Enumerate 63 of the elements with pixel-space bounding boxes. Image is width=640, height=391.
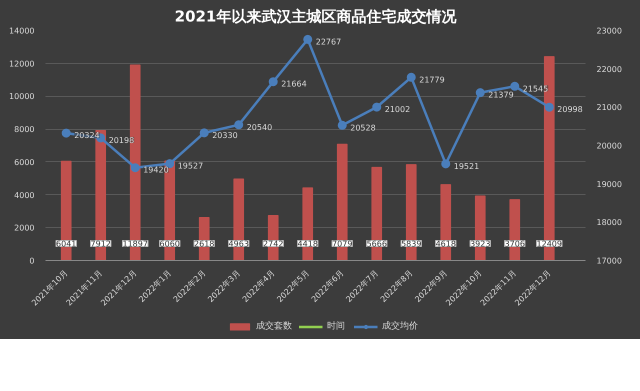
point — [234, 120, 244, 130]
y-tick-label: 4000 — [14, 190, 34, 200]
data-label: 4963 — [228, 240, 249, 248]
chart-title: 2021年以来武汉主城区商品住宅成交情况 — [174, 8, 458, 26]
point — [200, 128, 209, 138]
data-label: 3923 — [470, 240, 490, 248]
point — [130, 163, 140, 172]
data-label: 20330 — [212, 130, 238, 140]
point — [372, 102, 382, 112]
point — [62, 128, 71, 138]
data-label: 6060 — [160, 240, 180, 248]
data-label: 20198 — [108, 136, 134, 145]
y-tick-label: 2000 — [14, 224, 34, 233]
point — [510, 82, 520, 91]
point — [476, 88, 485, 98]
point — [406, 72, 416, 82]
data-label: 4418 — [298, 240, 318, 248]
y-tick-label: 10000 — [9, 92, 35, 102]
point — [268, 77, 278, 86]
data-label: 21545 — [522, 84, 548, 94]
data-label: 5839 — [401, 240, 422, 248]
data-label: 21779 — [419, 75, 445, 84]
y2-tick-label: 22000 — [596, 64, 622, 74]
data-label: 2618 — [194, 240, 214, 248]
y-tick-label: 12000 — [9, 59, 35, 68]
y2-tick-label: 19000 — [596, 180, 622, 189]
legend-label: 成交套数 — [256, 320, 292, 332]
data-label: 7912 — [90, 240, 111, 248]
point — [338, 120, 347, 130]
data-label: 3706 — [504, 240, 525, 248]
data-label: 19521 — [454, 162, 480, 171]
data-label: 4618 — [436, 240, 456, 248]
point — [544, 102, 554, 112]
point — [303, 34, 312, 44]
y2-tick-label: 18000 — [596, 218, 622, 228]
data-label: 2742 — [263, 240, 284, 248]
y-tick-label: 6000 — [14, 158, 34, 167]
data-label: 20540 — [246, 122, 272, 132]
y-tick-label: 0 — [29, 256, 35, 266]
point — [441, 159, 450, 168]
legend-label: 成交均价 — [382, 320, 418, 332]
data-label: 21379 — [488, 90, 514, 100]
y2-tick-label: 17000 — [596, 256, 622, 266]
y-tick-label: 14000 — [9, 26, 35, 36]
y-tick-label: 8000 — [14, 125, 34, 134]
data-label: 12409 — [536, 240, 562, 248]
y2-tick-label: 23000 — [596, 26, 622, 36]
data-label: 19420 — [143, 166, 169, 175]
data-label: 6041 — [56, 240, 76, 248]
data-label: 22767 — [316, 37, 342, 46]
data-label: 7079 — [332, 240, 352, 248]
data-label: 20528 — [350, 123, 376, 132]
data-label: 20998 — [557, 105, 583, 114]
data-label: 11897 — [122, 240, 148, 248]
legend-label: 时间 — [327, 320, 346, 332]
data-label: 19527 — [178, 162, 204, 171]
point — [165, 159, 174, 168]
y2-tick-label: 20000 — [596, 142, 622, 150]
data-label: 20324 — [74, 131, 100, 140]
data-label: 5666 — [366, 240, 387, 248]
y2-tick-label: 21000 — [596, 103, 622, 112]
data-label: 21002 — [384, 105, 410, 114]
data-label: 21664 — [281, 80, 307, 89]
